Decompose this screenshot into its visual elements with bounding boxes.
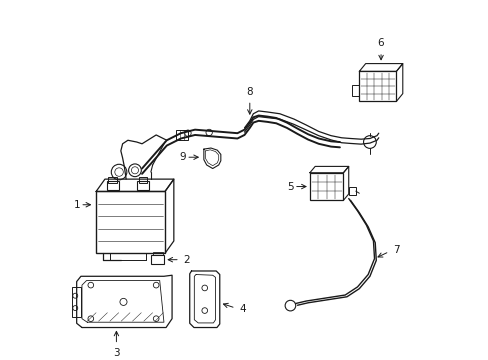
Text: 1: 1 [73,200,80,210]
Text: 6: 6 [377,39,384,48]
Bar [175,130,187,140]
Bar [309,173,343,200]
Bar [72,287,81,317]
Text: 4: 4 [239,304,245,314]
Bar [137,181,149,190]
Bar [151,255,164,264]
Bar [351,85,359,96]
Text: 5: 5 [286,181,293,192]
Text: 8: 8 [246,87,253,97]
Bar [359,71,396,102]
Text: 2: 2 [183,255,190,265]
Text: 7: 7 [392,246,399,256]
Bar [108,177,117,183]
Bar [96,192,164,253]
Text: 9: 9 [179,152,185,162]
Bar [138,177,147,183]
Bar [348,187,355,195]
Text: 3: 3 [113,348,120,358]
Bar [106,181,119,190]
Bar [152,252,162,255]
